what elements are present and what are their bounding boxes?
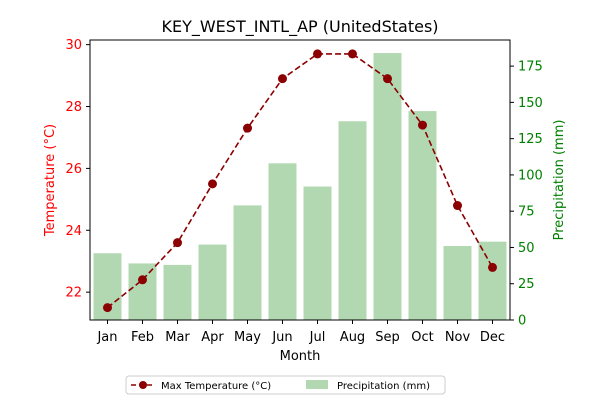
plot-frame xyxy=(89,39,511,321)
precipitation-bar-dec xyxy=(478,241,507,320)
temperature-point-jan xyxy=(103,303,112,313)
right-tick-label: 25 xyxy=(518,277,535,292)
precipitation-bar-aug xyxy=(338,121,367,321)
precipitation-bars xyxy=(93,53,507,321)
x-tick-label-sep: Sep xyxy=(375,330,400,345)
temperature-line xyxy=(107,53,494,309)
left-tick-label: 24 xyxy=(65,224,82,239)
temperature-point-jun xyxy=(278,74,287,84)
temperature-point-sep xyxy=(383,74,392,84)
right-tick-label: 0 xyxy=(518,314,526,329)
temperature-point-mar xyxy=(173,238,182,248)
left-tick-label: 28 xyxy=(65,100,82,115)
temperature-point-dec xyxy=(488,262,497,272)
x-tick-label-aug: Aug xyxy=(340,330,365,345)
left-tick-label: 22 xyxy=(65,286,82,301)
precipitation-bar-may xyxy=(233,205,262,320)
right-axis-label: Precipitation (mm) xyxy=(552,120,567,241)
right-axis-ticks: 0 25 50 75 100 125 150 175 xyxy=(510,60,543,329)
chart-title: KEY_WEST_INTL_AP (UnitedStates) xyxy=(161,17,438,37)
legend-bar-swatch xyxy=(306,380,328,389)
x-tick-label-dec: Dec xyxy=(480,330,505,345)
x-tick-label-jan: Jan xyxy=(96,330,117,345)
precipitation-bar-nov xyxy=(443,246,472,320)
temperature-point-aug xyxy=(348,49,357,59)
legend-frame xyxy=(125,375,446,395)
x-axis-label: Month xyxy=(280,349,321,364)
temperature-point-jul xyxy=(313,49,322,59)
x-axis-ticks: Jan Feb Mar Apr May Jun Jul Aug Sep Oct Nov Dec xyxy=(96,320,505,345)
x-tick-label-nov: Nov xyxy=(445,330,471,345)
temperature-point-feb xyxy=(138,275,147,285)
precipitation-bar-feb xyxy=(128,263,157,320)
legend-line-marker xyxy=(139,381,147,389)
left-tick-label: 26 xyxy=(65,162,82,177)
x-tick-label-oct: Oct xyxy=(411,330,433,345)
precipitation-bar-mar xyxy=(163,264,192,320)
legend-label-precipitation: Precipitation (mm) xyxy=(337,381,430,392)
temperature-point-may xyxy=(243,123,252,133)
right-tick-label: 100 xyxy=(518,168,543,183)
precipitation-bar-oct xyxy=(408,111,437,320)
legend: Max Temperature (°C) Precipitation (mm) xyxy=(125,375,446,395)
temperature-point-apr xyxy=(208,179,217,189)
right-tick-label: 175 xyxy=(518,60,543,75)
left-tick-label: 30 xyxy=(65,38,82,53)
x-tick-label-mar: Mar xyxy=(165,330,190,345)
legend-label-temperature: Max Temperature (°C) xyxy=(161,381,271,392)
x-tick-label-apr: Apr xyxy=(201,330,224,345)
right-tick-label: 75 xyxy=(518,205,535,220)
precipitation-bar-jun xyxy=(268,163,297,320)
precipitation-bar-apr xyxy=(198,244,227,320)
left-axis-ticks: 22 24 26 28 30 xyxy=(65,38,90,301)
x-tick-label-may: May xyxy=(234,330,261,345)
x-tick-label-jul: Jul xyxy=(309,330,326,345)
temperature-point-nov xyxy=(453,201,462,211)
right-tick-label: 50 xyxy=(518,241,535,256)
left-axis-label: Temperature (°C) xyxy=(43,124,58,237)
temperature-point-oct xyxy=(418,120,427,130)
precipitation-bar-sep xyxy=(373,53,402,321)
x-tick-label-jun: Jun xyxy=(271,330,292,345)
x-tick-label-feb: Feb xyxy=(131,330,154,345)
temperature-line-layer xyxy=(103,49,497,313)
right-tick-label: 125 xyxy=(518,132,543,147)
precipitation-bar-jul xyxy=(303,186,332,320)
right-tick-label: 150 xyxy=(518,96,543,111)
